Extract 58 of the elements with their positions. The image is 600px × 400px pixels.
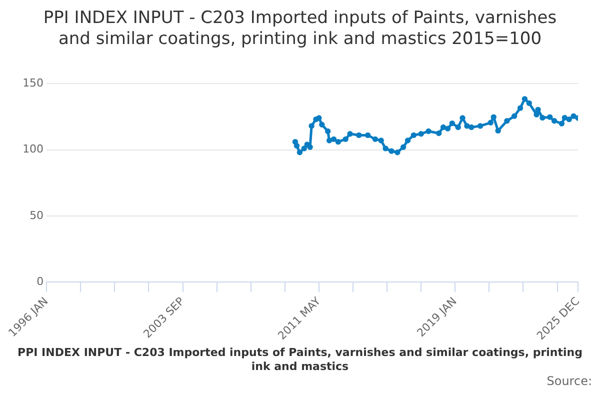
point bbox=[522, 96, 528, 102]
point bbox=[490, 114, 496, 120]
chart-title: PPI INDEX INPUT - C203 Imported inputs of Paints, varnishes and similar coatings, printing ink and mastics 2015=100 bbox=[42, 8, 558, 51]
point bbox=[292, 138, 298, 145]
point bbox=[517, 105, 524, 111]
point bbox=[301, 146, 307, 152]
point bbox=[488, 120, 494, 126]
text: PPI INDEX INPUT - C203 Imported inputs of Paints, varnishes and similar coatings, printing ink and mastics bbox=[16, 346, 584, 374]
point bbox=[326, 138, 332, 144]
point bbox=[526, 100, 532, 106]
point bbox=[562, 114, 568, 121]
point bbox=[404, 138, 411, 144]
point bbox=[551, 118, 558, 124]
point bbox=[449, 120, 456, 126]
point bbox=[566, 116, 572, 122]
y-tick-label: 100 bbox=[22, 142, 44, 156]
point bbox=[400, 144, 406, 150]
point bbox=[388, 148, 394, 154]
point bbox=[330, 136, 337, 142]
point bbox=[382, 146, 388, 152]
point bbox=[477, 123, 484, 129]
point bbox=[547, 114, 553, 120]
point bbox=[418, 131, 424, 137]
point bbox=[464, 123, 470, 129]
point bbox=[372, 136, 378, 142]
point bbox=[558, 120, 565, 126]
point bbox=[436, 130, 442, 136]
point bbox=[307, 144, 313, 150]
point bbox=[504, 118, 510, 124]
point bbox=[460, 115, 466, 121]
point bbox=[455, 124, 461, 130]
point bbox=[304, 142, 310, 148]
point bbox=[347, 131, 353, 137]
point bbox=[294, 142, 300, 149]
point bbox=[378, 138, 384, 144]
point bbox=[426, 128, 432, 134]
point bbox=[468, 124, 474, 130]
point bbox=[410, 132, 417, 138]
point bbox=[440, 124, 446, 130]
point bbox=[364, 132, 371, 138]
y-tick-label: 0 bbox=[36, 274, 44, 288]
point bbox=[356, 132, 362, 138]
point bbox=[324, 128, 331, 134]
point bbox=[511, 113, 518, 119]
source-note: Source: bbox=[546, 374, 592, 388]
y-tick-label: 50 bbox=[30, 208, 44, 222]
point bbox=[316, 115, 322, 121]
point bbox=[444, 126, 451, 132]
point bbox=[308, 123, 314, 129]
point bbox=[335, 138, 342, 145]
point bbox=[394, 150, 400, 156]
y-tick-label: 150 bbox=[22, 76, 44, 90]
point bbox=[319, 122, 325, 128]
point bbox=[296, 150, 303, 156]
point bbox=[495, 128, 501, 134]
point bbox=[570, 113, 576, 119]
point bbox=[342, 136, 348, 142]
point bbox=[540, 114, 546, 121]
